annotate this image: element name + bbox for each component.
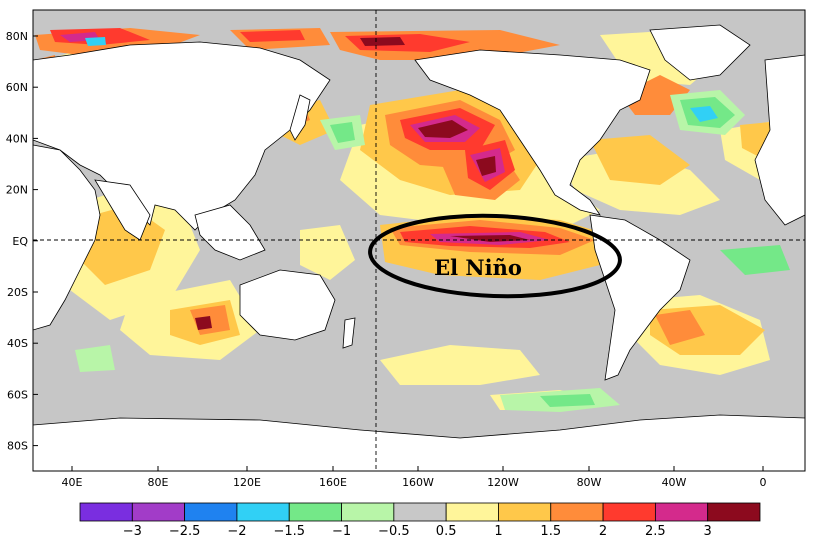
colorbar-label: −2 bbox=[227, 524, 246, 539]
colorbar-label: −1 bbox=[332, 524, 351, 539]
colorbar-swatch-6 bbox=[393, 502, 447, 522]
colorbar-swatch-11 bbox=[654, 502, 709, 522]
lat-label-40s: 40S bbox=[7, 337, 28, 350]
colorbar-swatch-9 bbox=[550, 502, 604, 522]
lat-label-20n: 20N bbox=[6, 184, 28, 197]
colorbar-label: 1 bbox=[494, 524, 502, 539]
lon-label-0: 0 bbox=[760, 476, 767, 489]
lat-label-20s: 20S bbox=[7, 286, 28, 299]
lon-label-160e: 160E bbox=[319, 476, 347, 489]
africa bbox=[33, 144, 101, 331]
longitude-labels: 40E 80E 120E 160E 160W 120W 80W 40W 0 bbox=[62, 466, 767, 489]
map-panel: El Niño bbox=[32, 9, 806, 472]
west-africa-europe bbox=[754, 54, 805, 226]
colorbar-label: 1.5 bbox=[540, 524, 561, 539]
australia bbox=[239, 269, 336, 341]
lon-label-160w: 160W bbox=[402, 476, 434, 489]
extreme-warm-patches bbox=[60, 32, 550, 330]
colorbar-label: −2.5 bbox=[169, 524, 201, 539]
colorbar-swatch-5 bbox=[341, 502, 395, 522]
latitude-labels: 80N 60N 40N 20N EQ 20S 40S 60S 80S bbox=[6, 30, 38, 453]
colorbar-swatch-2 bbox=[184, 502, 238, 522]
eurasia bbox=[33, 41, 331, 231]
colorbar-label: 0.5 bbox=[436, 524, 457, 539]
colorbar-swatch-3 bbox=[236, 502, 290, 522]
colorbar-label: −1.5 bbox=[273, 524, 305, 539]
lon-label-80e: 80E bbox=[148, 476, 169, 489]
lat-label-eq: EQ bbox=[12, 235, 28, 248]
el-nino-outline bbox=[368, 213, 622, 299]
lon-label-120e: 120E bbox=[233, 476, 261, 489]
lon-label-40w: 40W bbox=[662, 476, 687, 489]
lat-label-40n: 40N bbox=[6, 132, 28, 145]
colorbar-label: 3 bbox=[704, 524, 712, 539]
colorbar-swatch-10 bbox=[602, 502, 656, 522]
colorbar-label: −3 bbox=[123, 524, 142, 539]
lon-label-40e: 40E bbox=[62, 476, 83, 489]
north-america bbox=[414, 49, 651, 216]
el-nino-label: El Niño bbox=[434, 255, 522, 280]
lat-label-60n: 60N bbox=[6, 81, 28, 94]
southeast-asia bbox=[194, 204, 266, 261]
antarctica bbox=[33, 414, 805, 471]
lat-label-80s: 80S bbox=[7, 440, 28, 453]
colorbar-label: −0.5 bbox=[378, 524, 410, 539]
south-america bbox=[589, 214, 691, 381]
lon-label-80w: 80W bbox=[577, 476, 602, 489]
colorbar: −3 −2.5 −2 −1.5 −1 −0.5 0.5 1 1.5 2 2.5 3 bbox=[79, 502, 761, 539]
colorbar-label: 2.5 bbox=[645, 524, 666, 539]
japan bbox=[289, 94, 311, 141]
colorbar-swatch-1 bbox=[131, 502, 186, 522]
lat-label-60s: 60S bbox=[7, 388, 28, 401]
colorbar-swatch-0 bbox=[79, 502, 133, 522]
cool-patches bbox=[75, 37, 790, 412]
greenland bbox=[649, 24, 751, 81]
colorbar-label: 2 bbox=[599, 524, 607, 539]
colorbar-swatch-8 bbox=[498, 502, 552, 522]
colorbar-swatch-4 bbox=[288, 502, 342, 522]
new-zealand bbox=[342, 317, 356, 349]
colorbar-swatch-7 bbox=[445, 502, 499, 522]
lat-label-80n: 80N bbox=[6, 30, 28, 43]
lon-label-120w: 120W bbox=[487, 476, 519, 489]
landmasses bbox=[33, 24, 805, 471]
colorbar-swatch-12 bbox=[707, 502, 761, 522]
